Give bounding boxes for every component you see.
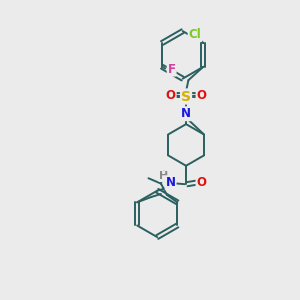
- Text: N: N: [181, 107, 191, 120]
- Text: O: O: [166, 88, 176, 101]
- Text: N: N: [166, 176, 176, 189]
- Text: Cl: Cl: [189, 28, 201, 41]
- Text: H: H: [159, 171, 169, 181]
- Text: O: O: [196, 88, 206, 101]
- Text: S: S: [181, 89, 191, 103]
- Text: F: F: [168, 63, 176, 76]
- Text: O: O: [196, 176, 206, 189]
